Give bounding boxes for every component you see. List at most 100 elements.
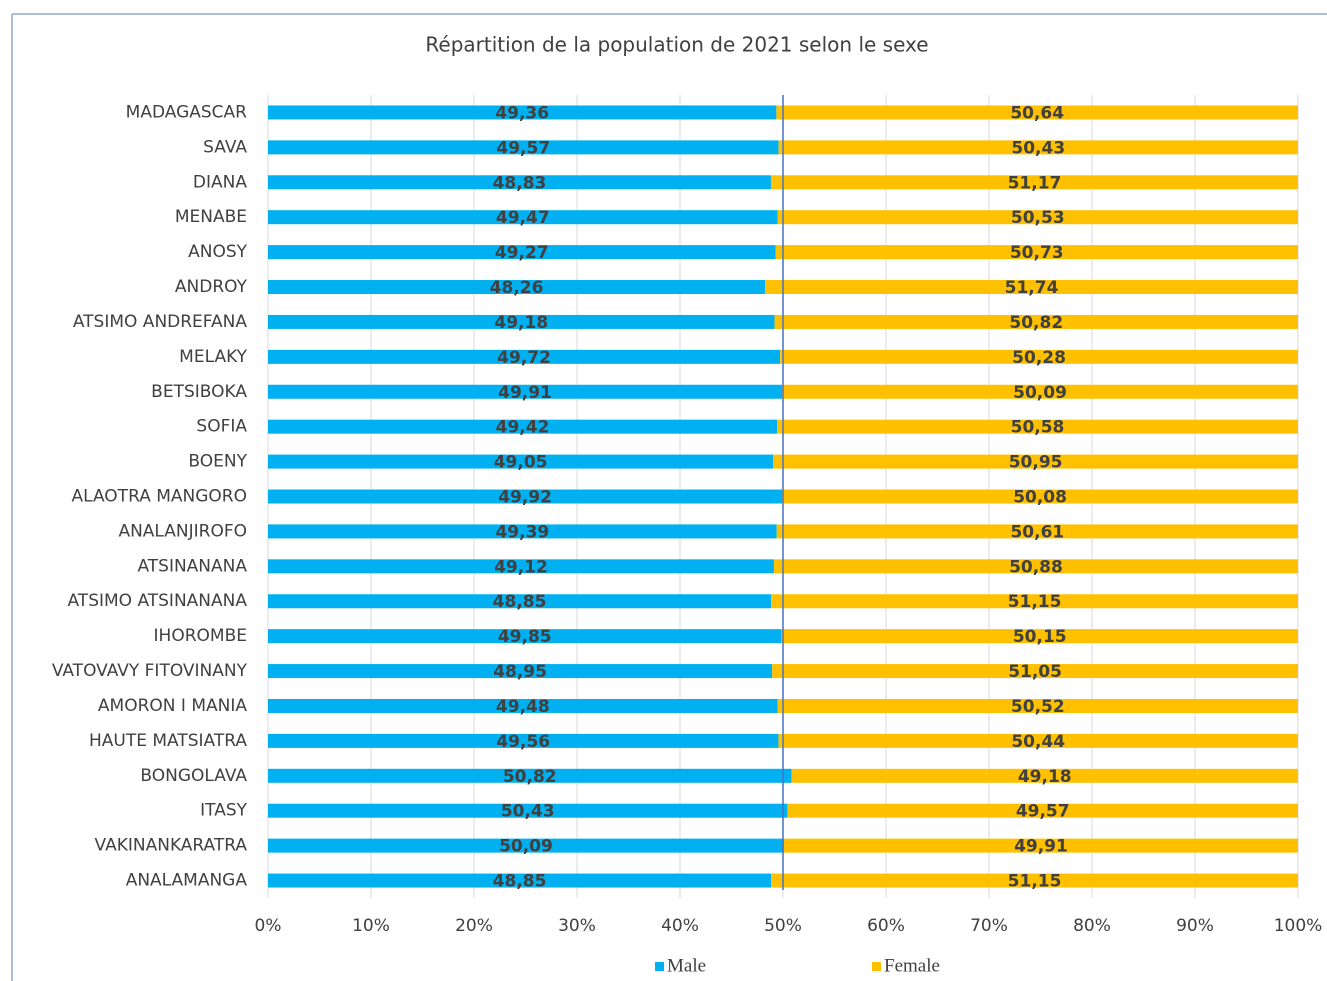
value-label: 49,47 <box>496 208 550 228</box>
value-label: 49,12 <box>494 557 548 577</box>
value-label: 49,57 <box>1016 802 1070 822</box>
bar-segment <box>774 314 1298 329</box>
value-label: 49,18 <box>1018 767 1072 787</box>
value-label: 48,95 <box>493 662 547 682</box>
bar-segment <box>268 768 792 783</box>
value-label: 51,74 <box>1005 278 1059 298</box>
y-tick-label: MADAGASCAR <box>126 102 248 122</box>
value-label: 49,18 <box>494 313 548 333</box>
value-label: 50,43 <box>1011 138 1065 158</box>
chart-title: Répartition de la population de 2021 sel… <box>425 33 928 57</box>
y-tick-label: ANOSY <box>188 242 248 262</box>
y-tick-label: MELAKY <box>179 347 247 367</box>
value-label: 51,15 <box>1008 872 1062 892</box>
bar-segment <box>268 629 782 644</box>
x-tick-label: 0% <box>255 916 282 936</box>
bar-segment <box>268 559 774 574</box>
x-tick-label: 60% <box>867 916 905 936</box>
x-tick-label: 10% <box>352 916 390 936</box>
bar-segment <box>268 314 775 329</box>
y-tick-label: VATOVAVY FITOVINANY <box>52 661 248 681</box>
legend-swatch <box>655 962 664 971</box>
y-tick-label: BOENY <box>188 452 247 472</box>
value-label: 50,53 <box>1011 208 1065 228</box>
bar-segment <box>268 594 772 609</box>
bar-segment <box>268 733 779 748</box>
y-tick-label: DIANA <box>193 172 247 192</box>
value-label: 50,95 <box>1009 453 1063 473</box>
legend-label: Male <box>667 955 706 976</box>
bar-segment <box>268 873 772 888</box>
x-tick-label: 30% <box>558 916 596 936</box>
x-tick-label: 90% <box>1176 916 1214 936</box>
value-label: 49,72 <box>497 348 551 368</box>
value-label: 50,09 <box>1013 383 1067 403</box>
bar-segment <box>782 489 1298 504</box>
bar-segment <box>268 245 776 260</box>
value-label: 50,82 <box>1009 313 1063 333</box>
bar-segment <box>773 559 1298 574</box>
value-label: 50,28 <box>1012 348 1066 368</box>
value-label: 49,36 <box>495 103 549 123</box>
legend-label: Female <box>884 955 940 976</box>
bar-segment <box>771 594 1298 609</box>
y-tick-label: BONGOLAVA <box>140 766 247 786</box>
bar-segment <box>268 664 773 679</box>
y-tick-label: ATSIMO ATSINANANA <box>68 591 248 611</box>
y-tick-label: BETSIBOKA <box>151 382 247 402</box>
value-label: 50,73 <box>1010 243 1064 263</box>
bar-segment <box>268 210 778 225</box>
y-tick-label: ANDROY <box>175 277 248 297</box>
value-label: 49,48 <box>496 697 550 717</box>
bar-segment <box>268 838 784 853</box>
bar-segment <box>773 454 1298 469</box>
bar-segment <box>268 489 783 504</box>
value-label: 50,88 <box>1009 557 1063 577</box>
bar-segment <box>791 768 1298 783</box>
bar-segment <box>772 664 1298 679</box>
y-tick-label: ITASY <box>200 801 247 821</box>
value-label: 49,42 <box>496 418 550 438</box>
legend-swatch <box>872 962 881 971</box>
value-label: 50,43 <box>501 802 555 822</box>
x-tick-label: 20% <box>455 916 493 936</box>
y-tick-label: ANALANJIROFO <box>118 521 247 541</box>
bar-segment <box>268 384 783 399</box>
bar-segment <box>776 105 1298 120</box>
value-label: 50,44 <box>1011 732 1065 752</box>
bar-segment <box>268 105 777 120</box>
bar-segment <box>787 803 1298 818</box>
bar-segment <box>771 873 1298 888</box>
value-label: 50,64 <box>1010 103 1064 123</box>
bar-segment <box>778 733 1298 748</box>
bar-segment <box>781 629 1298 644</box>
bar-segment <box>783 838 1298 853</box>
bar-segment <box>778 140 1298 155</box>
value-label: 50,15 <box>1013 627 1067 647</box>
y-tick-label: ANALAMANGA <box>126 871 248 891</box>
value-label: 48,85 <box>493 872 547 892</box>
value-label: 49,91 <box>498 383 552 403</box>
bar-segment <box>777 698 1298 713</box>
y-tick-label: ALAOTRA MANGORO <box>71 487 247 507</box>
bar-segment <box>777 419 1298 434</box>
y-tick-label: AMORON I MANIA <box>98 696 247 716</box>
bar-segment <box>775 245 1298 260</box>
y-tick-label: SOFIA <box>196 417 247 437</box>
value-label: 49,05 <box>494 453 548 473</box>
value-label: 50,58 <box>1011 418 1065 438</box>
value-label: 49,57 <box>496 138 550 158</box>
x-tick-label: 100% <box>1274 916 1323 936</box>
value-label: 49,27 <box>495 243 549 263</box>
bar-segment <box>268 349 781 364</box>
bar-segment <box>770 175 1298 190</box>
y-tick-label: ATSINANANA <box>137 556 247 576</box>
x-tick-label: 70% <box>970 916 1008 936</box>
value-label: 51,17 <box>1008 173 1062 193</box>
bar-segment <box>268 454 774 469</box>
value-label: 49,39 <box>495 522 549 542</box>
value-label: 48,85 <box>493 592 547 612</box>
bar-segment <box>268 524 777 539</box>
y-tick-label: HAUTE MATSIATRA <box>89 731 247 751</box>
